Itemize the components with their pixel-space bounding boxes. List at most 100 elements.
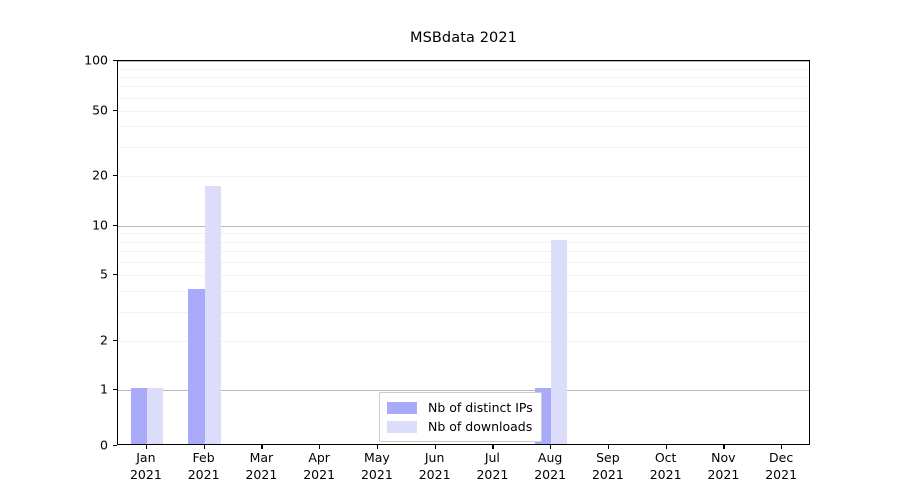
x-axis-tick-label: Nov 2021 [707,449,739,483]
gridline-major [118,225,809,227]
x-axis-tick-mark [492,445,494,449]
x-axis-tick-month: Nov [711,450,736,465]
y-axis-tick-label: 20 [92,167,108,183]
y-axis-tick-mark [113,60,117,62]
x-axis-tick-month: Jan [136,450,156,465]
gridline-major [118,340,809,342]
bar-feb-ips [188,289,205,444]
legend-label: Nb of distinct IPs [428,400,533,415]
x-axis-tick-mark [607,445,610,449]
x-axis-tick-month: May [363,450,390,465]
gridline-major [118,61,809,62]
gridline-major [118,275,809,277]
x-axis-tick-label: Mar 2021 [245,449,277,483]
y-axis-tick-label: 2 [100,332,108,348]
x-axis-tick-year: 2021 [534,467,567,482]
x-axis-tick-label: Sep 2021 [592,449,624,483]
x-axis-tick-month: Jul [484,450,500,465]
y-axis-tick-mark [113,109,117,111]
legend-swatch-icon [387,401,417,414]
y-axis-tick-mark [113,445,117,447]
x-axis-tick-label: Oct 2021 [650,449,682,483]
x-axis-tick-label: Feb 2021 [188,449,220,483]
y-axis-tick-label: 1 [100,381,108,397]
x-axis-tick-label: Jun 2021 [419,449,451,483]
y-axis-tick-label: 50 [92,102,108,118]
y-axis-tick-label: 100 [84,52,108,68]
bar-jan-ips [130,388,147,444]
y-axis: 0 1 2 5 10 20 50 100 [60,53,108,453]
bar-jan-downloads [146,388,164,444]
y-axis-tick-mark [113,389,117,391]
legend-label: Nb of downloads [428,419,533,434]
bar-feb-downloads [204,185,221,444]
x-axis-tick-year: 2021 [418,467,451,482]
x-axis-tick-year: 2021 [245,467,278,482]
x-axis: Jan 2021 Feb 2021 Mar 2021 Apr 2021 May 2021 Jun 20… [117,449,810,497]
x-axis-tick-mark [723,445,725,449]
x-axis-tick-label: May 2021 [361,449,393,483]
gridline-minor [118,233,809,235]
x-axis-tick-label: Jan 2021 [130,449,162,483]
gridline-major [118,110,809,112]
y-axis-tick-mark [113,175,117,177]
x-axis-tick-year: 2021 [303,467,336,482]
gridline-minor [118,241,809,243]
gridlines [118,61,809,444]
bars-layer [118,61,809,444]
y-axis-tick-label: 5 [100,266,108,282]
legend-swatch-icon [387,420,417,433]
x-axis-tick-year: 2021 [360,467,393,482]
x-axis-tick-month: Apr [308,450,330,465]
gridline-minor [118,251,809,253]
y-axis-tick-mark [113,339,117,341]
gridline-minor [118,126,809,128]
x-axis-tick-year: 2021 [476,467,509,482]
x-axis-tick-month: Jun [424,450,445,465]
x-axis-tick-year: 2021 [707,467,740,482]
gridline-minor [118,97,809,99]
x-axis-tick-mark [319,445,321,449]
x-axis-tick-month: Feb [192,450,215,465]
x-axis-tick-month: Oct [654,450,677,465]
x-axis-tick-mark [203,445,205,449]
gridline-minor [118,311,809,313]
chart-legend: Nb of distinct IPs Nb of downloads [379,392,542,442]
gridline-minor [118,86,809,88]
x-axis-tick-mark [550,445,552,449]
x-axis-tick-year: 2021 [129,467,162,482]
x-axis-tick-mark [781,445,783,449]
chart-title: MSBdata 2021 [409,30,518,46]
x-axis-tick-year: 2021 [765,467,798,482]
legend-item: Nb of downloads [387,417,533,436]
gridline-minor [118,147,809,149]
x-axis-tick-mark [376,445,379,449]
gridline-minor [118,76,809,78]
gridline-major [118,390,809,392]
y-axis-tick-label: 10 [92,217,108,233]
x-axis-tick-label: Dec 2021 [765,449,797,483]
x-axis-tick-label: Apr 2021 [303,449,335,483]
gridline-minor [118,68,809,70]
x-axis-tick-mark [434,445,436,449]
gridline-minor [118,262,809,264]
plot-area [117,60,810,445]
gridline-minor [118,291,809,293]
x-axis-tick-label: Aug 2021 [534,449,566,483]
legend-item: Nb of distinct IPs [387,398,533,417]
x-axis-tick-month: Mar [249,450,274,465]
y-axis-tick-label: 0 [100,437,108,453]
x-axis-tick-month: Sep [596,450,620,465]
bar-aug-downloads [551,239,568,444]
x-axis-tick-mark [261,445,263,449]
x-axis-tick-year: 2021 [591,467,624,482]
x-axis-tick-mark [145,445,148,449]
x-axis-tick-label: Jul 2021 [476,449,508,483]
y-axis-tick-mark [113,274,117,276]
y-axis-tick-mark [113,224,117,226]
x-axis-tick-year: 2021 [187,467,220,482]
x-axis-tick-mark [665,445,667,449]
x-axis-tick-month: Dec [769,450,794,465]
x-axis-tick-year: 2021 [649,467,682,482]
